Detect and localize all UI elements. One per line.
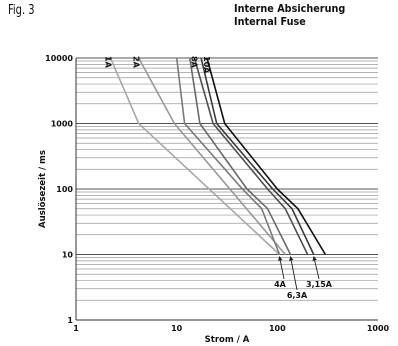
series-top-label: 8A: [189, 56, 198, 69]
series-line-10A: [206, 57, 327, 255]
series-layer: [109, 57, 327, 256]
series-line-6-3A: [189, 57, 292, 255]
series-line-1A: [109, 57, 281, 256]
series-line-4A: [175, 57, 281, 255]
series-bottom-label: 6,3A: [287, 291, 308, 300]
series-top-label: 10A: [202, 56, 211, 74]
y-tick-label: 10: [62, 251, 74, 260]
series-bottom-label: 4A: [274, 280, 287, 289]
annotation-layer: 1A 2A 8A 10A 4A6,3A 3,15A: [103, 56, 332, 300]
grid-layer: [76, 57, 378, 321]
x-tick-label: 1000: [367, 324, 390, 333]
label-arrow: [289, 256, 298, 291]
chart-title-line-2: Internal Fuse: [234, 16, 306, 28]
label-arrow: [312, 256, 320, 280]
y-tick-label: 100: [56, 185, 73, 194]
series-bottom-label: 3,15A: [306, 280, 333, 289]
axis-layer: 1 10 100 1000 10000 1 10 100 1000 Strom / A Auslös…: [38, 54, 390, 345]
y-tick-label: 10000: [45, 54, 73, 63]
figure-label: Fig. 3: [8, 3, 35, 18]
x-axis-title: Strom / A: [205, 335, 250, 345]
series-line-2A: [137, 57, 286, 256]
x-tick-label: 10: [171, 324, 183, 333]
series-top-label: 2A: [132, 56, 141, 69]
y-axis-title: Auslösezeit / ms: [38, 150, 48, 228]
label-arrow: [278, 256, 285, 280]
x-tick-label: 1: [73, 324, 79, 333]
chart-title-line-1: Interne Absicherung: [234, 3, 346, 15]
series-line-3-15A: [200, 57, 315, 255]
series-top-label: 1A: [103, 56, 112, 69]
y-tick-label: 1: [67, 316, 73, 325]
series-line-8A: [193, 57, 309, 255]
y-tick-label: 1000: [51, 120, 74, 129]
x-tick-label: 100: [269, 324, 286, 333]
